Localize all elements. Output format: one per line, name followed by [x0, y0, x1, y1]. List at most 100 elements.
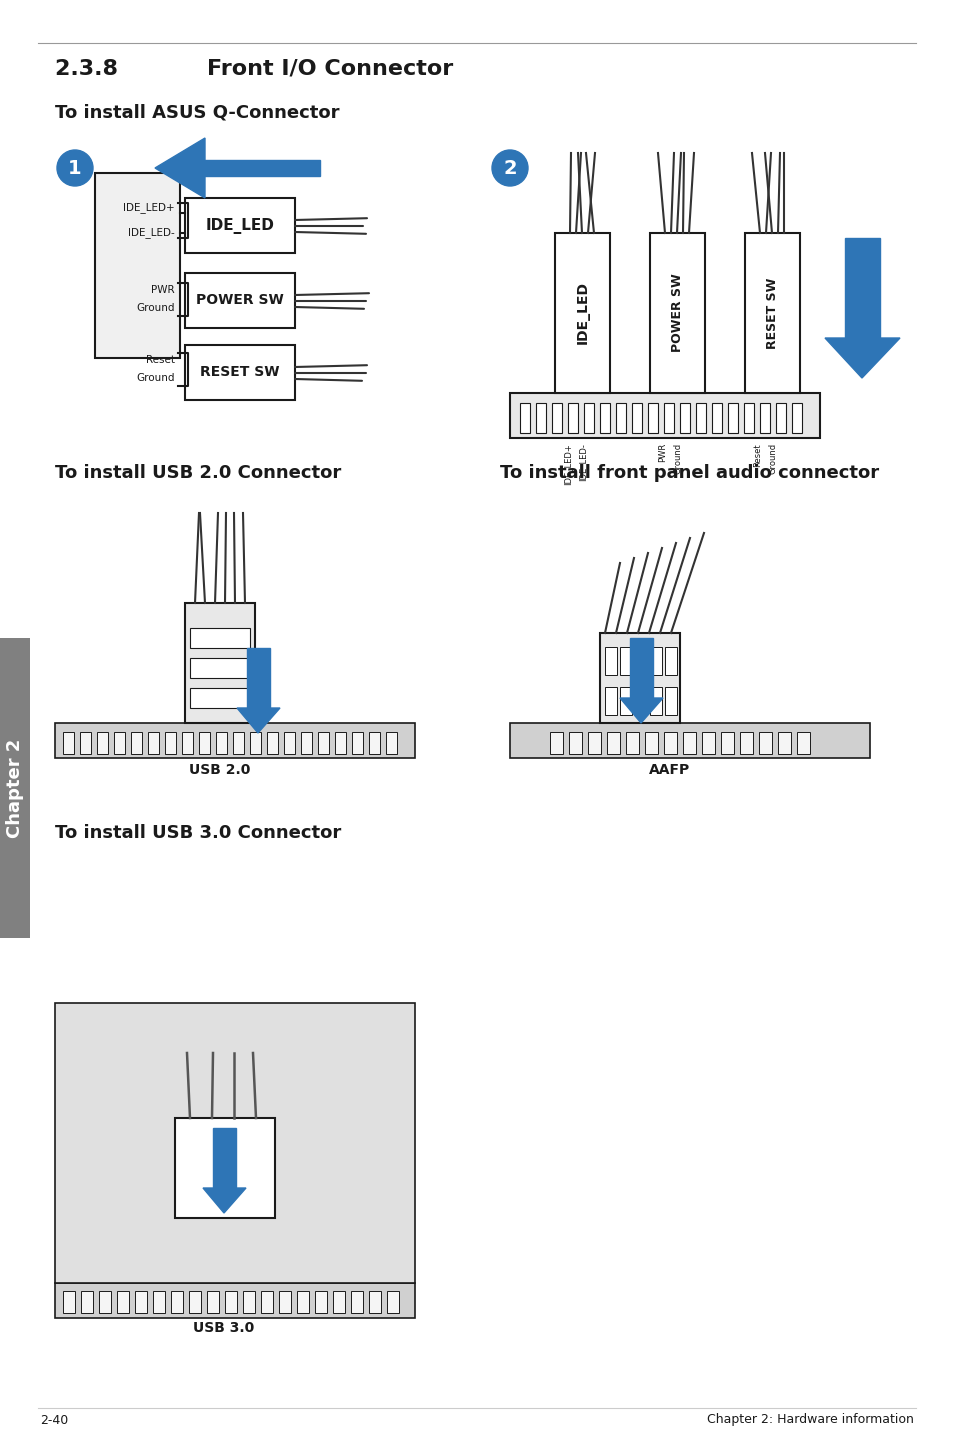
Bar [233, 732, 244, 754]
Bar [97, 732, 108, 754]
Bar [369, 1291, 380, 1313]
Bar [386, 732, 396, 754]
Bar [791, 403, 801, 433]
Text: 2: 2 [502, 158, 517, 177]
Bar [190, 659, 250, 677]
Bar [333, 1291, 345, 1313]
Bar [625, 732, 639, 754]
Bar [647, 403, 658, 433]
Bar [510, 723, 869, 758]
Text: RESET SW: RESET SW [765, 278, 779, 348]
Text: AAFP: AAFP [649, 764, 690, 777]
Bar [185, 603, 254, 723]
Bar [510, 393, 820, 439]
Text: To install front panel audio connector: To install front panel audio connector [499, 464, 879, 482]
Text: PWR: PWR [152, 285, 174, 295]
Text: Ground: Ground [136, 372, 174, 383]
Bar [619, 647, 631, 674]
Bar [165, 732, 175, 754]
Bar [95, 173, 180, 358]
Polygon shape [236, 707, 280, 733]
Bar [663, 732, 677, 754]
Bar [278, 1291, 291, 1313]
Text: Chapter 2: Hardware information: Chapter 2: Hardware information [706, 1414, 913, 1426]
Bar [314, 1291, 327, 1313]
Bar [335, 732, 346, 754]
Bar [583, 403, 594, 433]
Bar [519, 403, 530, 433]
Bar [567, 403, 578, 433]
Bar [317, 732, 329, 754]
Bar [619, 687, 631, 715]
Text: To install USB 3.0 Connector: To install USB 3.0 Connector [55, 824, 341, 843]
Bar [207, 1291, 219, 1313]
Text: POWER SW: POWER SW [196, 293, 284, 308]
Polygon shape [170, 160, 319, 175]
FancyBboxPatch shape [0, 638, 30, 938]
Polygon shape [824, 338, 899, 378]
Text: 1: 1 [68, 158, 82, 177]
Text: Ground: Ground [768, 443, 777, 475]
Bar [696, 403, 705, 433]
Bar [649, 647, 661, 674]
Bar [190, 687, 250, 707]
Bar [387, 1291, 398, 1313]
Text: RESET SW: RESET SW [200, 365, 279, 380]
Text: IDE_LED-: IDE_LED- [578, 443, 587, 480]
Bar [135, 1291, 147, 1313]
Bar [99, 1291, 111, 1313]
Bar [301, 732, 312, 754]
Text: IDE_LED+: IDE_LED+ [123, 203, 174, 213]
Polygon shape [629, 638, 652, 697]
Bar [215, 732, 227, 754]
Bar [250, 732, 261, 754]
Text: IDE_LED: IDE_LED [575, 282, 589, 345]
Text: 2-40: 2-40 [40, 1414, 69, 1426]
Bar [261, 1291, 273, 1313]
Bar [536, 403, 545, 433]
Bar [604, 687, 617, 715]
Circle shape [57, 150, 92, 186]
Text: To install USB 2.0 Connector: To install USB 2.0 Connector [55, 464, 341, 482]
Bar [711, 403, 721, 433]
Bar [148, 732, 159, 754]
Bar [185, 345, 294, 400]
Bar [81, 1291, 92, 1313]
Bar [555, 233, 609, 393]
Bar [727, 403, 738, 433]
Bar [80, 732, 91, 754]
Bar [778, 732, 790, 754]
Bar [185, 198, 294, 253]
Bar [131, 732, 142, 754]
Polygon shape [213, 1127, 235, 1188]
Text: Ground: Ground [136, 303, 174, 313]
Bar [171, 1291, 183, 1313]
Polygon shape [844, 239, 879, 338]
Text: USB 3.0: USB 3.0 [193, 1322, 254, 1334]
Bar [113, 732, 125, 754]
Polygon shape [203, 1188, 246, 1214]
Bar [55, 723, 415, 758]
Bar [351, 1291, 363, 1313]
Bar [664, 647, 677, 674]
Text: PWR: PWR [658, 443, 667, 462]
Bar [701, 732, 714, 754]
Bar [587, 732, 600, 754]
Bar [568, 732, 581, 754]
Polygon shape [619, 697, 662, 723]
Bar [550, 732, 562, 754]
Bar [649, 687, 661, 715]
Bar [55, 1283, 415, 1319]
Bar [759, 732, 771, 754]
Bar [182, 732, 193, 754]
Bar [63, 732, 74, 754]
Bar [599, 403, 609, 433]
Text: Reset: Reset [753, 443, 761, 466]
Bar [606, 732, 619, 754]
Bar [775, 403, 785, 433]
Bar [664, 687, 677, 715]
Bar [199, 732, 210, 754]
Bar [174, 1117, 274, 1218]
Bar [644, 732, 658, 754]
Bar [663, 403, 673, 433]
